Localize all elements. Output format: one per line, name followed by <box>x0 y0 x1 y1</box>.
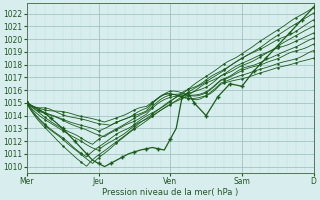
X-axis label: Pression niveau de la mer( hPa ): Pression niveau de la mer( hPa ) <box>102 188 238 197</box>
